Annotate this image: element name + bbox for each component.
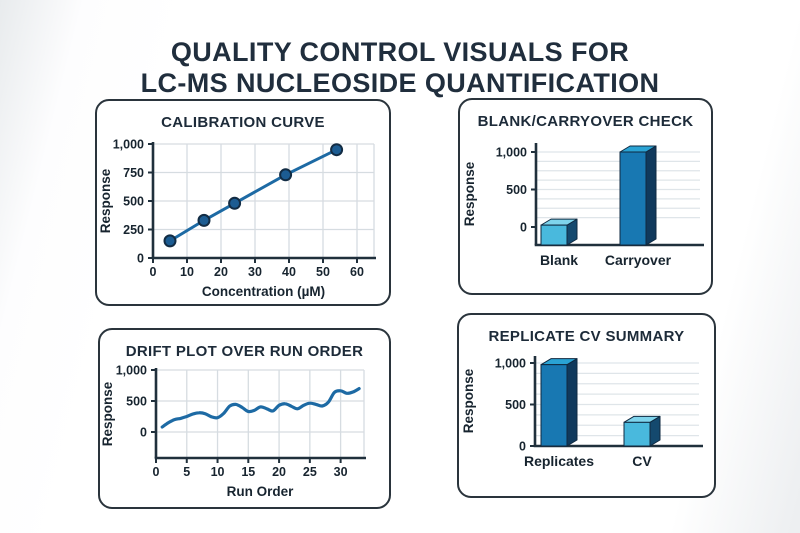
svg-text:250: 250 (123, 223, 144, 237)
bar-carryover (619, 145, 657, 246)
category-label: Replicates (524, 453, 594, 469)
svg-text:0: 0 (150, 265, 157, 279)
svg-text:10: 10 (211, 465, 225, 479)
bar-blank (540, 218, 578, 246)
data-point (163, 234, 177, 248)
replicate-cv-chart: 0 500 1,000 Response Replicates CV (461, 356, 703, 469)
svg-text:20: 20 (272, 465, 286, 479)
data-series (163, 143, 344, 248)
svg-text:500: 500 (506, 183, 527, 197)
grid (153, 143, 375, 258)
blank-carryover-chart: 0 500 1,000 Response Blank Carryover (462, 143, 704, 268)
calibration-chart-title: CALIBRATION CURVE (161, 114, 325, 131)
panel-replicate-cv: REPLICATE CV SUMMARY 0 500 1,000 Response Re… (457, 313, 716, 498)
y-axis-label: Response (461, 368, 476, 433)
svg-text:500: 500 (123, 195, 144, 209)
x-axis-label: Concentration (µM) (202, 284, 325, 299)
svg-text:20: 20 (214, 265, 228, 279)
svg-text:0: 0 (137, 252, 144, 266)
axes: 0 5 10 15 20 25 30 0 500 1,000 (116, 365, 366, 479)
svg-text:1,000: 1,000 (496, 146, 527, 160)
svg-text:750: 750 (123, 166, 144, 180)
svg-text:500: 500 (126, 395, 147, 409)
svg-text:0: 0 (153, 465, 160, 479)
svg-text:0: 0 (140, 426, 147, 440)
category-label: Blank (540, 252, 578, 268)
page-title-line1: QUALITY CONTROL VISUALS FOR (170, 37, 630, 68)
svg-text:500: 500 (505, 398, 526, 412)
bar-replicates (540, 358, 578, 447)
grid (536, 151, 700, 219)
category-label: CV (632, 453, 652, 469)
data-point (197, 213, 211, 227)
panel-calibration-curve: CALIBRATION CURVE 0 10 20 30 40 50 60 0 250 500 75… (95, 99, 391, 306)
svg-text:50: 50 (316, 265, 330, 279)
svg-text:0: 0 (519, 440, 526, 454)
data-point (279, 168, 293, 182)
x-axis-label: Run Order (227, 484, 295, 499)
axes: 0 500 1,000 (496, 143, 704, 247)
axes: 0 10 20 30 40 50 60 0 250 500 750 1,000 (113, 138, 376, 279)
y-axis-label: Response (98, 168, 113, 233)
y-axis-label: Response (462, 161, 477, 226)
svg-text:1,000: 1,000 (113, 138, 144, 152)
svg-text:1,000: 1,000 (116, 365, 147, 378)
data-point (330, 143, 344, 157)
drift-chart: 0 5 10 15 20 25 30 0 500 1,000 Run Order Response (100, 365, 366, 499)
y-axis-label: Response (100, 381, 115, 446)
svg-text:5: 5 (183, 465, 190, 479)
data-series (160, 387, 361, 429)
svg-text:1,000: 1,000 (495, 357, 526, 371)
svg-text:15: 15 (241, 465, 255, 479)
svg-text:40: 40 (282, 265, 296, 279)
grid (156, 369, 365, 458)
replicate-cv-chart-title: REPLICATE CV SUMMARY (488, 328, 685, 345)
svg-text:30: 30 (248, 265, 262, 279)
svg-text:60: 60 (350, 265, 364, 279)
bar-cv (623, 415, 661, 447)
drift-chart-title: DRIFT PLOT OVER RUN ORDER (125, 343, 364, 360)
svg-text:0: 0 (520, 221, 527, 235)
blank-carryover-chart-title: BLANK/CARRYOVER CHECK (477, 113, 694, 130)
panel-blank-carryover: BLANK/CARRYOVER CHECK 0 500 1,000 Response B… (458, 98, 713, 295)
svg-text:10: 10 (180, 265, 194, 279)
svg-text:30: 30 (334, 465, 348, 479)
category-label: Carryover (605, 252, 672, 268)
data-point (228, 196, 242, 210)
calibration-chart: 0 10 20 30 40 50 60 0 250 500 750 1,000 Concentratio… (98, 138, 376, 299)
page-title: QUALITY CONTROL VISUALS FOR LC-MS NUCLEO… (0, 37, 800, 99)
panel-drift-plot: DRIFT PLOT OVER RUN ORDER 0 5 10 15 20 25 30 0 5… (98, 328, 391, 509)
page-title-line2: LC-MS NUCLEOSIDE QUANTIFICATION (140, 68, 660, 99)
svg-text:25: 25 (303, 465, 317, 479)
